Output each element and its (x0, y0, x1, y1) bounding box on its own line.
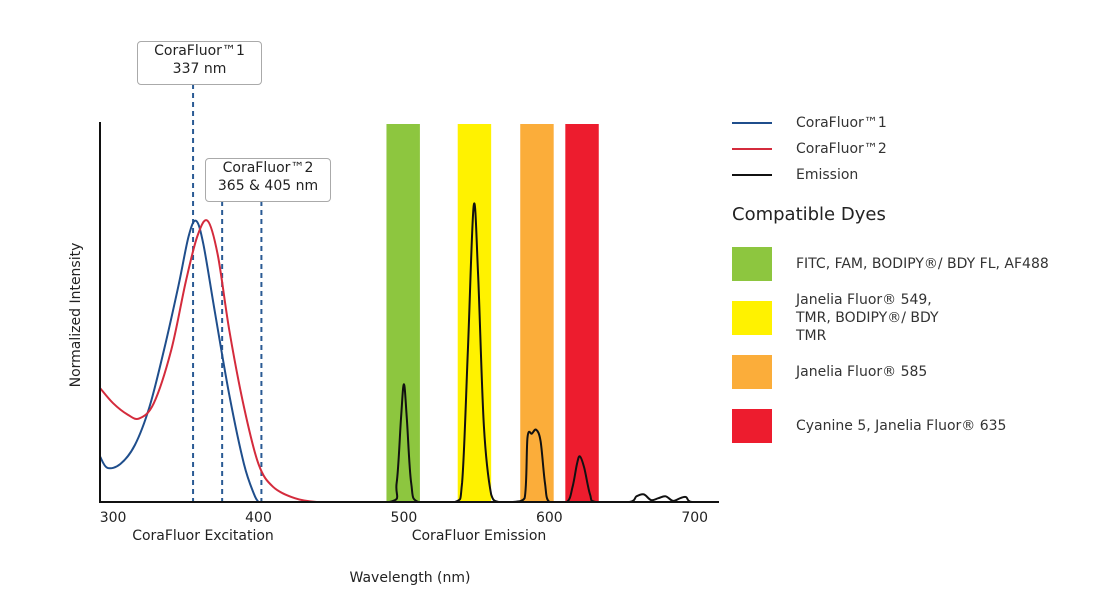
y-axis-label: Normalized Intensity (68, 243, 84, 388)
series-line-corafluor2 (99, 219, 346, 503)
legend-line-swatch (732, 122, 772, 124)
legend-label: CoraFluor™2 (796, 141, 887, 157)
dye-label: Janelia Fluor® 585 (796, 364, 928, 380)
dye-item: Janelia Fluor® 585 (732, 345, 1110, 399)
legend-item-corafluor1: CoraFluor™1 (732, 110, 1110, 136)
callout-corafluor1: CoraFluor™1 337 nm (137, 41, 262, 85)
x-tick-label: 300 (100, 510, 127, 526)
section-label-excitation: CoraFluor Excitation (132, 528, 274, 544)
dye-band (386, 124, 420, 502)
dye-label: Cyanine 5, Janelia Fluor® 635 (796, 418, 1007, 434)
legend-label: CoraFluor™1 (796, 115, 887, 131)
callout-corafluor2-name: CoraFluor™2 (222, 160, 314, 176)
dye-color-swatch (732, 247, 772, 281)
dye-band (520, 124, 554, 502)
dye-color-swatch (732, 355, 772, 389)
section-label-emission: CoraFluor Emission (412, 528, 547, 544)
legend-item-corafluor2: CoraFluor™2 (732, 136, 1110, 162)
dye-item: FITC, FAM, BODIPY®/ BDY FL, AF488 (732, 237, 1110, 291)
legend-line-swatch (732, 174, 772, 176)
x-axis-label: Wavelength (nm) (350, 570, 471, 586)
series-line-corafluor1 (99, 219, 260, 503)
x-tick-label: 400 (245, 510, 272, 526)
callout-corafluor2: CoraFluor™2 365 & 405 nm (205, 158, 331, 202)
compatible-dyes-title: Compatible Dyes (732, 204, 886, 225)
dye-color-swatch (732, 301, 772, 335)
legend-line-swatch (732, 148, 772, 150)
dye-item: Cyanine 5, Janelia Fluor® 635 (732, 399, 1110, 453)
callout-corafluor2-wavelength: 365 & 405 nm (217, 178, 319, 194)
series-line-emission (316, 202, 718, 504)
dye-label: FITC, FAM, BODIPY®/ BDY FL, AF488 (796, 256, 1049, 272)
dye-band (565, 124, 599, 502)
x-tick-label: 600 (536, 510, 563, 526)
legend-label: Emission (796, 167, 859, 183)
callout-corafluor1-wavelength: 337 nm (172, 61, 227, 77)
x-tick-label: 700 (681, 510, 708, 526)
callout-corafluor1-name: CoraFluor™1 (154, 43, 245, 59)
dye-color-swatch (732, 409, 772, 443)
legend-item-emission: Emission (732, 162, 1110, 188)
dye-item: Janelia Fluor® 549, TMR, BODIPY®/ BDY TM… (732, 291, 1110, 345)
dye-label: Janelia Fluor® 549, TMR, BODIPY®/ BDY TM… (796, 292, 939, 344)
legend: CoraFluor™1 CoraFluor™2 Emission Compati… (732, 110, 1110, 453)
x-tick-label: 500 (391, 510, 418, 526)
